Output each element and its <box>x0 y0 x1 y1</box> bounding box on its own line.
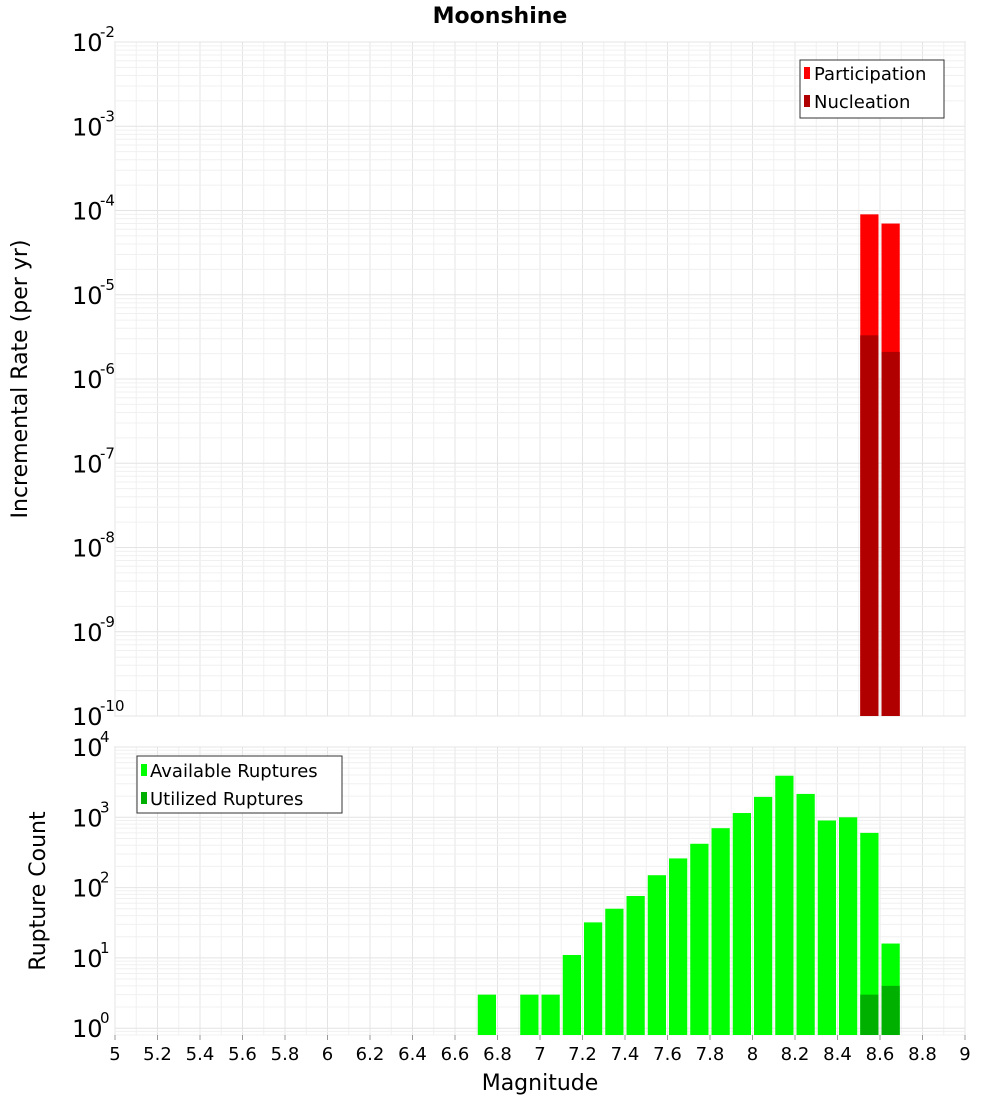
bar-available-ruptures <box>669 858 688 1035</box>
x-tick-label: 6.4 <box>398 1044 427 1065</box>
legend-label-participation: Participation <box>814 64 926 85</box>
x-tick-label: 6.2 <box>356 1044 385 1065</box>
y-tick-label: 10 <box>72 734 103 762</box>
bar-available-ruptures <box>732 813 751 1035</box>
bar-available-ruptures <box>605 908 624 1035</box>
y-tick-label: 10 <box>72 450 103 478</box>
y-tick-exponent: -7 <box>100 444 115 462</box>
x-tick-label: 7.8 <box>696 1044 725 1065</box>
x-tick-label: 7.6 <box>653 1044 682 1065</box>
bar-utilized-ruptures <box>860 994 879 1035</box>
y-tick-label: 10 <box>72 29 103 57</box>
bar-available-ruptures <box>860 832 879 1035</box>
y-tick-label: 10 <box>72 804 103 832</box>
y-tick-label: 10 <box>72 366 103 394</box>
bar-available-ruptures <box>584 922 603 1035</box>
y-tick-exponent: -6 <box>100 360 115 378</box>
x-tick-label: 8 <box>747 1044 758 1065</box>
x-tick-label: 7 <box>534 1044 545 1065</box>
top-bars <box>860 214 900 717</box>
legend-swatch-available <box>141 764 147 776</box>
bar-available-ruptures <box>754 796 773 1035</box>
bar-available-ruptures <box>477 994 496 1035</box>
x-tick-label: 5.2 <box>143 1044 172 1065</box>
y-tick-exponent: 3 <box>100 798 110 816</box>
y-tick-exponent: -9 <box>100 613 115 631</box>
legend-label-nucleation: Nucleation <box>814 92 910 113</box>
y-tick-exponent: 2 <box>100 869 110 887</box>
x-axis-ticks: 5 5.2 5.4 5.6 5.8 6 6.2 6.4 6.6 6.8 7 7.2 7.4 7.6 7.8 8… <box>109 1035 971 1065</box>
legend-label-utilized: Utilized Ruptures <box>150 789 303 810</box>
x-tick-label: 5.4 <box>186 1044 215 1065</box>
legend-swatch-utilized <box>141 792 147 804</box>
x-tick-label: 6 <box>322 1044 333 1065</box>
bar-available-ruptures <box>541 994 560 1035</box>
bottom-y-axis-title: Rupture Count <box>26 811 51 971</box>
y-tick-label: 10 <box>72 875 103 903</box>
x-tick-label: 8.2 <box>781 1044 810 1065</box>
y-tick-exponent: -8 <box>100 529 115 547</box>
x-tick-label: 9 <box>959 1044 970 1065</box>
y-tick-exponent: 0 <box>100 1009 110 1027</box>
y-tick-label: 10 <box>72 198 103 226</box>
bar-available-ruptures <box>796 793 815 1035</box>
legend-swatch-participation <box>804 67 810 79</box>
bar-available-ruptures <box>711 828 730 1035</box>
top-legend: Participation Nucleation <box>799 59 945 119</box>
x-tick-label: 8.6 <box>866 1044 895 1065</box>
top-legend-box <box>799 59 945 119</box>
bar-available-ruptures <box>775 775 794 1035</box>
bar-nucleation <box>860 335 879 716</box>
bar-nucleation <box>881 351 900 716</box>
x-tick-label: 5.8 <box>271 1044 300 1065</box>
y-tick-label: 10 <box>72 619 103 647</box>
bar-available-ruptures <box>520 994 539 1035</box>
top-gridlines <box>114 41 966 717</box>
x-tick-label: 7.2 <box>568 1044 597 1065</box>
bottom-legend: Available Ruptures Utilized Ruptures <box>136 755 343 814</box>
bottom-bars <box>477 775 900 1035</box>
y-tick-label: 10 <box>72 945 103 973</box>
legend-swatch-nucleation <box>804 95 810 107</box>
y-tick-exponent: 4 <box>100 728 110 746</box>
x-tick-label: 7.4 <box>611 1044 640 1065</box>
y-tick-label: 10 <box>72 282 103 310</box>
y-tick-exponent: -10 <box>100 697 125 715</box>
x-tick-label: 5 <box>109 1044 120 1065</box>
y-tick-label: 10 <box>72 703 103 731</box>
y-tick-exponent: 1 <box>100 939 110 957</box>
bar-available-ruptures <box>647 875 666 1035</box>
y-tick-label: 10 <box>72 113 103 141</box>
x-tick-label: 6.6 <box>441 1044 470 1065</box>
x-tick-label: 8.8 <box>908 1044 937 1065</box>
bar-utilized-ruptures <box>881 985 900 1035</box>
x-axis-title: Magnitude <box>482 1071 599 1096</box>
y-tick-exponent: -4 <box>100 192 115 210</box>
top-y-axis-title: Incremental Rate (per yr) <box>8 240 33 519</box>
y-tick-exponent: -2 <box>100 23 115 41</box>
bottom-legend-box <box>136 755 343 814</box>
y-tick-label: 10 <box>72 1015 103 1043</box>
y-tick-label: 10 <box>72 535 103 563</box>
bar-available-ruptures <box>626 895 645 1035</box>
x-tick-label: 6.8 <box>483 1044 512 1065</box>
bar-available-ruptures <box>690 843 709 1035</box>
x-tick-label: 5.6 <box>228 1044 257 1065</box>
chart-title: Moonshine <box>433 4 568 29</box>
y-tick-exponent: -5 <box>100 276 115 294</box>
legend-label-available: Available Ruptures <box>150 761 318 782</box>
x-tick-label: 8.4 <box>823 1044 852 1065</box>
bar-available-ruptures <box>839 817 858 1035</box>
bar-available-ruptures <box>562 954 581 1035</box>
y-tick-exponent: -3 <box>100 107 115 125</box>
bar-available-ruptures <box>817 820 836 1035</box>
